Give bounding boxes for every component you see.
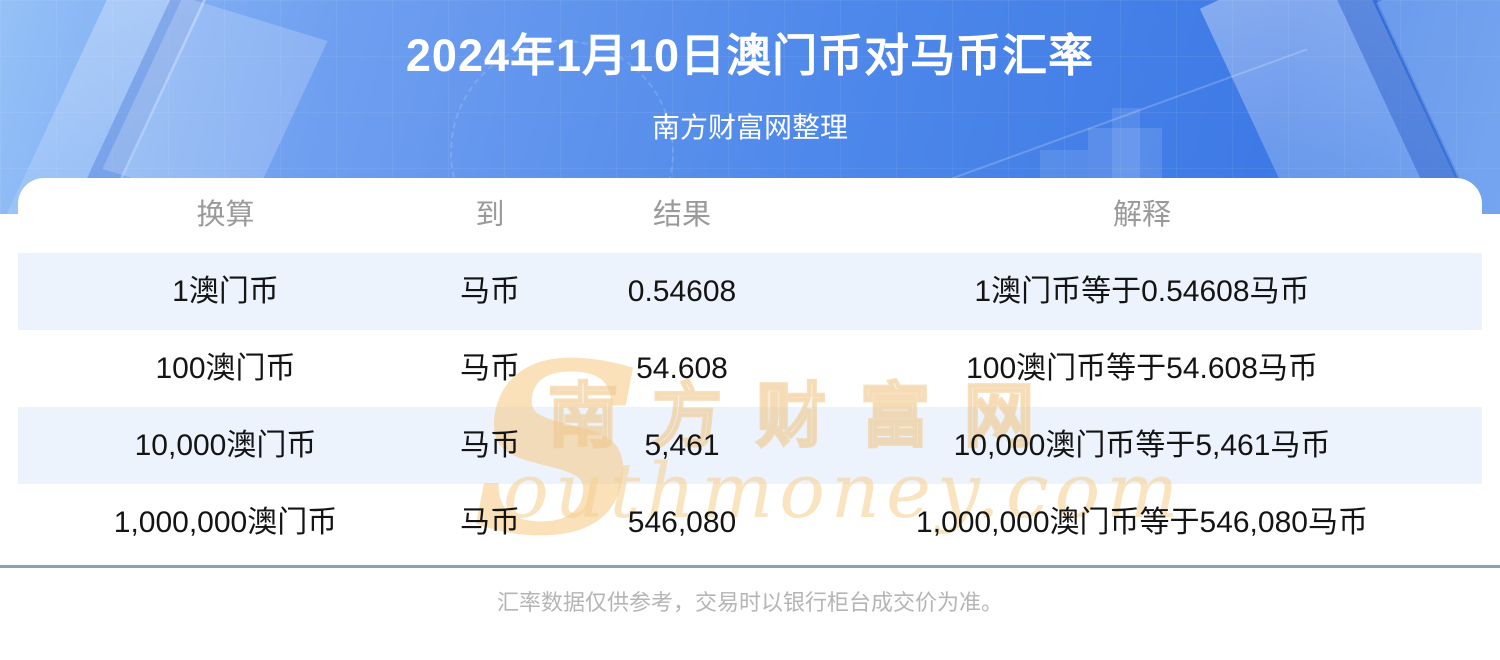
- cell-to: 马币: [460, 352, 520, 385]
- cell-conversion: 1澳门币: [172, 275, 279, 308]
- cell-conversion: 100澳门币: [155, 352, 296, 385]
- rate-table-card: 换算 到 结果 解释 1澳门币 马币 0.54608 1澳门币等于0.54608…: [18, 178, 1482, 561]
- cell-result: 54.608: [636, 352, 728, 385]
- page-subtitle: 南方财富网整理: [651, 112, 848, 143]
- cell-result: 5,461: [644, 429, 720, 462]
- column-header-explanation: 解释: [1112, 199, 1171, 231]
- cell-explanation: 100澳门币等于54.608马币: [966, 352, 1318, 385]
- page-title: 2024年1月10日澳门币对马币汇率: [405, 30, 1095, 81]
- table-row: 10,000澳门币 马币 5,461 10,000澳门币等于5,461马币: [18, 407, 1482, 484]
- bottom-divider-line: [0, 565, 1500, 568]
- table-row: 1澳门币 马币 0.54608 1澳门币等于0.54608马币: [18, 253, 1482, 330]
- cell-explanation: 10,000澳门币等于5,461马币: [953, 429, 1331, 462]
- cell-conversion: 10,000澳门币: [134, 429, 317, 462]
- table-header-row: 换算 到 结果 解释: [18, 178, 1482, 253]
- cell-to: 马币: [460, 275, 520, 308]
- column-header-to: 到: [475, 199, 505, 231]
- cell-result: 546,080: [627, 506, 737, 539]
- column-header-result: 结果: [652, 199, 711, 231]
- cell-to: 马币: [460, 429, 520, 462]
- cell-explanation: 1,000,000澳门币等于546,080马币: [916, 506, 1368, 539]
- cell-explanation: 1澳门币等于0.54608马币: [974, 275, 1310, 308]
- cell-result: 0.54608: [627, 275, 737, 308]
- table-row: 100澳门币 马币 54.608 100澳门币等于54.608马币: [18, 330, 1482, 407]
- disclaimer-text: 汇率数据仅供参考，交易时以银行柜台成交价为准。: [496, 590, 1003, 615]
- cell-to: 马币: [460, 506, 520, 539]
- cell-conversion: 1,000,000澳门币: [113, 506, 338, 539]
- table-row: 1,000,000澳门币 马币 546,080 1,000,000澳门币等于54…: [18, 484, 1482, 561]
- column-header-conversion: 换算: [196, 199, 255, 231]
- header-banner: 2024年1月10日澳门币对马币汇率 南方财富网整理: [0, 0, 1500, 214]
